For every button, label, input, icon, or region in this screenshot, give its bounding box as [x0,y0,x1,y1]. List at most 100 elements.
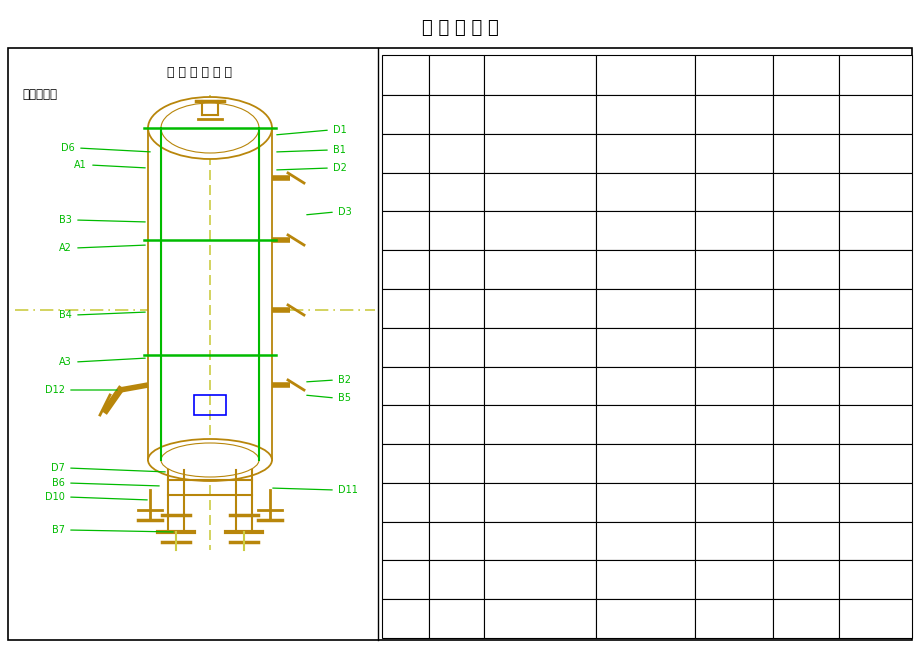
Text: D7: D7 [51,463,65,473]
Text: 对接: 对接 [727,420,739,430]
Bar [428,483,483,521]
Text: Q235A ； 20: Q235A ； 20 [509,614,570,624]
Bar [381,134,428,173]
Bar [837,444,911,483]
Bar [837,173,911,212]
Bar [428,250,483,289]
Text: D6: D6 [62,143,75,153]
Bar [596,173,694,212]
Bar [381,327,428,367]
Text: Q235A ;Q235A: Q235A ;Q235A [501,264,578,275]
Bar [694,289,772,327]
Text: B5: B5 [449,381,463,391]
Text: CO2 焊: CO2 焊 [858,187,891,197]
Text: H08Mn2
Si: H08Mn2 Si [783,258,826,281]
Text: D2: D2 [333,163,346,173]
Text: H08Mn2
Si: H08Mn2 Si [783,452,826,475]
Text: Q235A ;Q235A: Q235A ;Q235A [501,187,578,197]
Text: Φ1500×6；12: Φ1500×6；12 [610,575,679,585]
Text: 焊缝号: 焊缝号 [447,70,465,80]
Text: 2: 2 [402,148,408,158]
Bar [381,55,428,95]
Bar [483,367,596,406]
Bar [483,599,596,638]
Bar [694,212,772,250]
Bar [837,561,911,599]
Text: 角焊缝: 角焊缝 [723,575,743,585]
Text: A3: A3 [449,187,463,197]
Bar [483,521,596,561]
Bar [772,173,837,212]
Text: 12: 12 [398,536,412,546]
Bar [428,289,483,327]
Text: δ14；10: δ14；10 [625,226,664,236]
Bar [772,599,837,638]
Bar [483,327,596,367]
Text: B1: B1 [333,145,346,155]
Text: 13: 13 [398,575,412,585]
Text: H08Mn2
Si: H08Mn2 Si [783,530,826,552]
Text: 焊接材
料: 焊接材 料 [796,64,814,86]
Text: 焊缝形式: 焊缝形式 [720,70,745,80]
Text: CO2 焊: CO2 焊 [858,420,891,430]
Bar [837,95,911,134]
Text: D10: D10 [45,492,65,502]
Bar [694,367,772,406]
Text: δ14；14: δ14；14 [625,303,664,313]
Bar [837,134,911,173]
Text: D3: D3 [337,207,351,217]
Text: 10: 10 [398,458,412,469]
Text: B7: B7 [449,458,463,469]
Bar [381,173,428,212]
Text: H08Mn2
Si: H08Mn2 Si [783,491,826,514]
Text: 3: 3 [402,187,408,197]
Text: CO2 焊: CO2 焊 [858,575,891,585]
Text: 角焊缝: 角焊缝 [723,614,743,624]
Bar [596,444,694,483]
Bar [837,599,911,638]
Bar [837,250,911,289]
Bar [483,406,596,444]
Text: A1: A1 [74,160,87,170]
Text: B4: B4 [59,310,72,320]
Text: CO2 焊: CO2 焊 [858,381,891,391]
Text: H08Mn2
Si: H08Mn2 Si [783,219,826,242]
Text: B2: B2 [449,264,463,275]
Bar [694,327,772,367]
Text: 对接: 对接 [727,148,739,158]
Bar [772,561,837,599]
Text: D3: D3 [448,575,463,585]
Text: CO2 焊: CO2 焊 [858,148,891,158]
Text: 母材钙号: 母材钙号 [527,70,552,80]
Bar [772,134,837,173]
Text: D12: D12 [45,385,65,395]
Text: H08Mn2
Si: H08Mn2 Si [783,607,826,630]
Bar [381,561,428,599]
Text: H08Mn2
Si: H08Mn2 Si [783,413,826,436]
Bar [596,212,694,250]
Text: CO2 焊: CO2 焊 [858,226,891,236]
Text: 对接: 对接 [727,226,739,236]
Text: 7: 7 [402,342,408,352]
Bar [772,289,837,327]
Bar [596,289,694,327]
Bar [694,561,772,599]
Bar [428,521,483,561]
Text: D1: D1 [448,497,463,507]
Bar [428,134,483,173]
Bar [694,483,772,521]
Bar [694,521,772,561]
Text: A3: A3 [59,357,72,367]
Text: 对接: 对接 [727,458,739,469]
Text: Q235A ;Q235A: Q235A ;Q235A [501,303,578,313]
Bar [596,483,694,521]
Text: D1: D1 [333,125,346,135]
Text: δ14；14: δ14；14 [625,497,664,507]
Text: 对接: 对接 [727,342,739,352]
Bar [596,561,694,599]
Text: B6: B6 [52,478,65,488]
Text: H08Mn2
Si: H08Mn2 Si [783,142,826,165]
Bar [428,561,483,599]
Text: 9: 9 [402,420,408,430]
Bar [772,367,837,406]
